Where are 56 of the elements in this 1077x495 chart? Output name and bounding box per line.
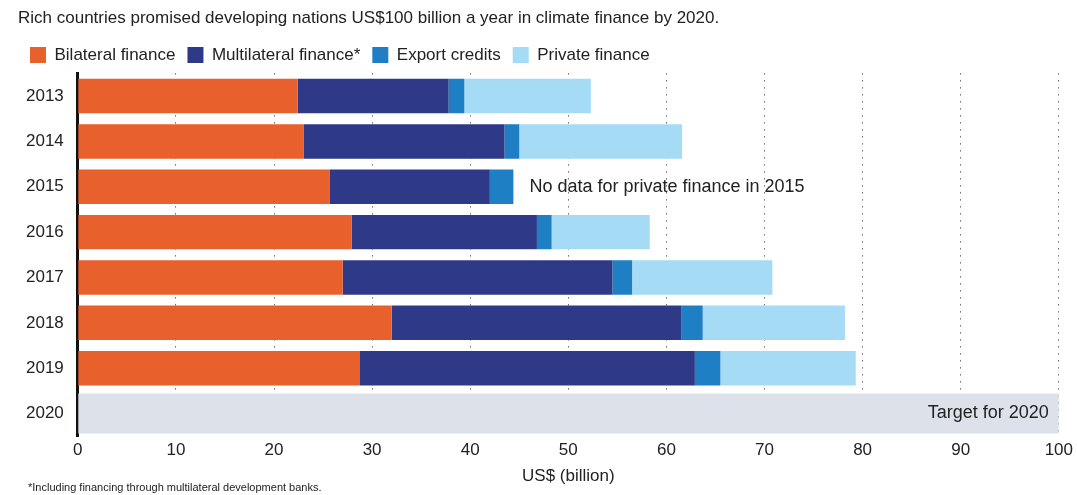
y-tick-label: 2017 xyxy=(25,267,64,287)
bar xyxy=(519,124,683,159)
bar xyxy=(78,305,392,341)
bar xyxy=(391,305,682,341)
x-tick-label: 100 xyxy=(1044,440,1074,460)
bar xyxy=(329,169,490,205)
legend-label: Multilateral finance* xyxy=(211,44,361,64)
x-tick-label: 70 xyxy=(755,440,774,460)
bar xyxy=(612,260,633,295)
bar xyxy=(489,169,514,205)
x-tick-label: 0 xyxy=(73,440,83,460)
bar xyxy=(78,260,343,295)
bar xyxy=(303,124,505,159)
bar xyxy=(342,260,613,295)
x-tick-label: 50 xyxy=(558,440,578,460)
x-tick-label: 10 xyxy=(166,440,186,460)
x-tick-label: 90 xyxy=(951,440,971,460)
bar xyxy=(78,393,1059,434)
bar xyxy=(681,305,703,341)
x-tick-label: 80 xyxy=(853,440,873,460)
x-axis-title: US$ (billion) xyxy=(522,466,615,486)
y-tick-label: 2020 xyxy=(25,403,64,423)
chart-title: Rich countries promised developing nations US$100 billion a year in climate finance by 2020. xyxy=(18,7,720,27)
bar xyxy=(694,350,721,386)
bar xyxy=(448,78,465,114)
y-tick-label: 2018 xyxy=(25,312,64,332)
y-tick-label: 2019 xyxy=(25,357,64,377)
y-tick-label: 2015 xyxy=(25,176,64,196)
bar xyxy=(78,169,330,205)
bar xyxy=(359,350,695,386)
x-tick-label: 40 xyxy=(460,440,480,460)
bar xyxy=(464,78,591,114)
y-tick-label: 2016 xyxy=(25,221,64,241)
annotation: No data for private finance in 2015 xyxy=(529,175,805,196)
annotation: Target for 2020 xyxy=(927,402,1049,423)
bar xyxy=(78,124,304,159)
x-tick-label: 20 xyxy=(264,440,284,460)
bar xyxy=(632,260,773,295)
bar xyxy=(551,214,650,250)
text: *Including financing through multilateral development banks. xyxy=(28,480,322,493)
x-tick-label: 30 xyxy=(362,440,382,460)
bar xyxy=(536,214,552,250)
y-tick-label: 2014 xyxy=(25,131,64,151)
bar xyxy=(78,78,298,114)
bar xyxy=(78,214,352,250)
bar xyxy=(297,78,449,114)
legend-label: Export credits xyxy=(396,44,501,64)
bar xyxy=(702,305,845,341)
bar xyxy=(78,350,360,386)
y-tick-label: 2013 xyxy=(25,85,64,105)
legend-label: Private finance xyxy=(537,44,650,64)
bar xyxy=(351,214,537,250)
bar xyxy=(504,124,520,159)
bar xyxy=(720,350,856,386)
x-tick-label: 60 xyxy=(656,440,676,460)
legend-label: Bilateral finance xyxy=(54,44,176,64)
